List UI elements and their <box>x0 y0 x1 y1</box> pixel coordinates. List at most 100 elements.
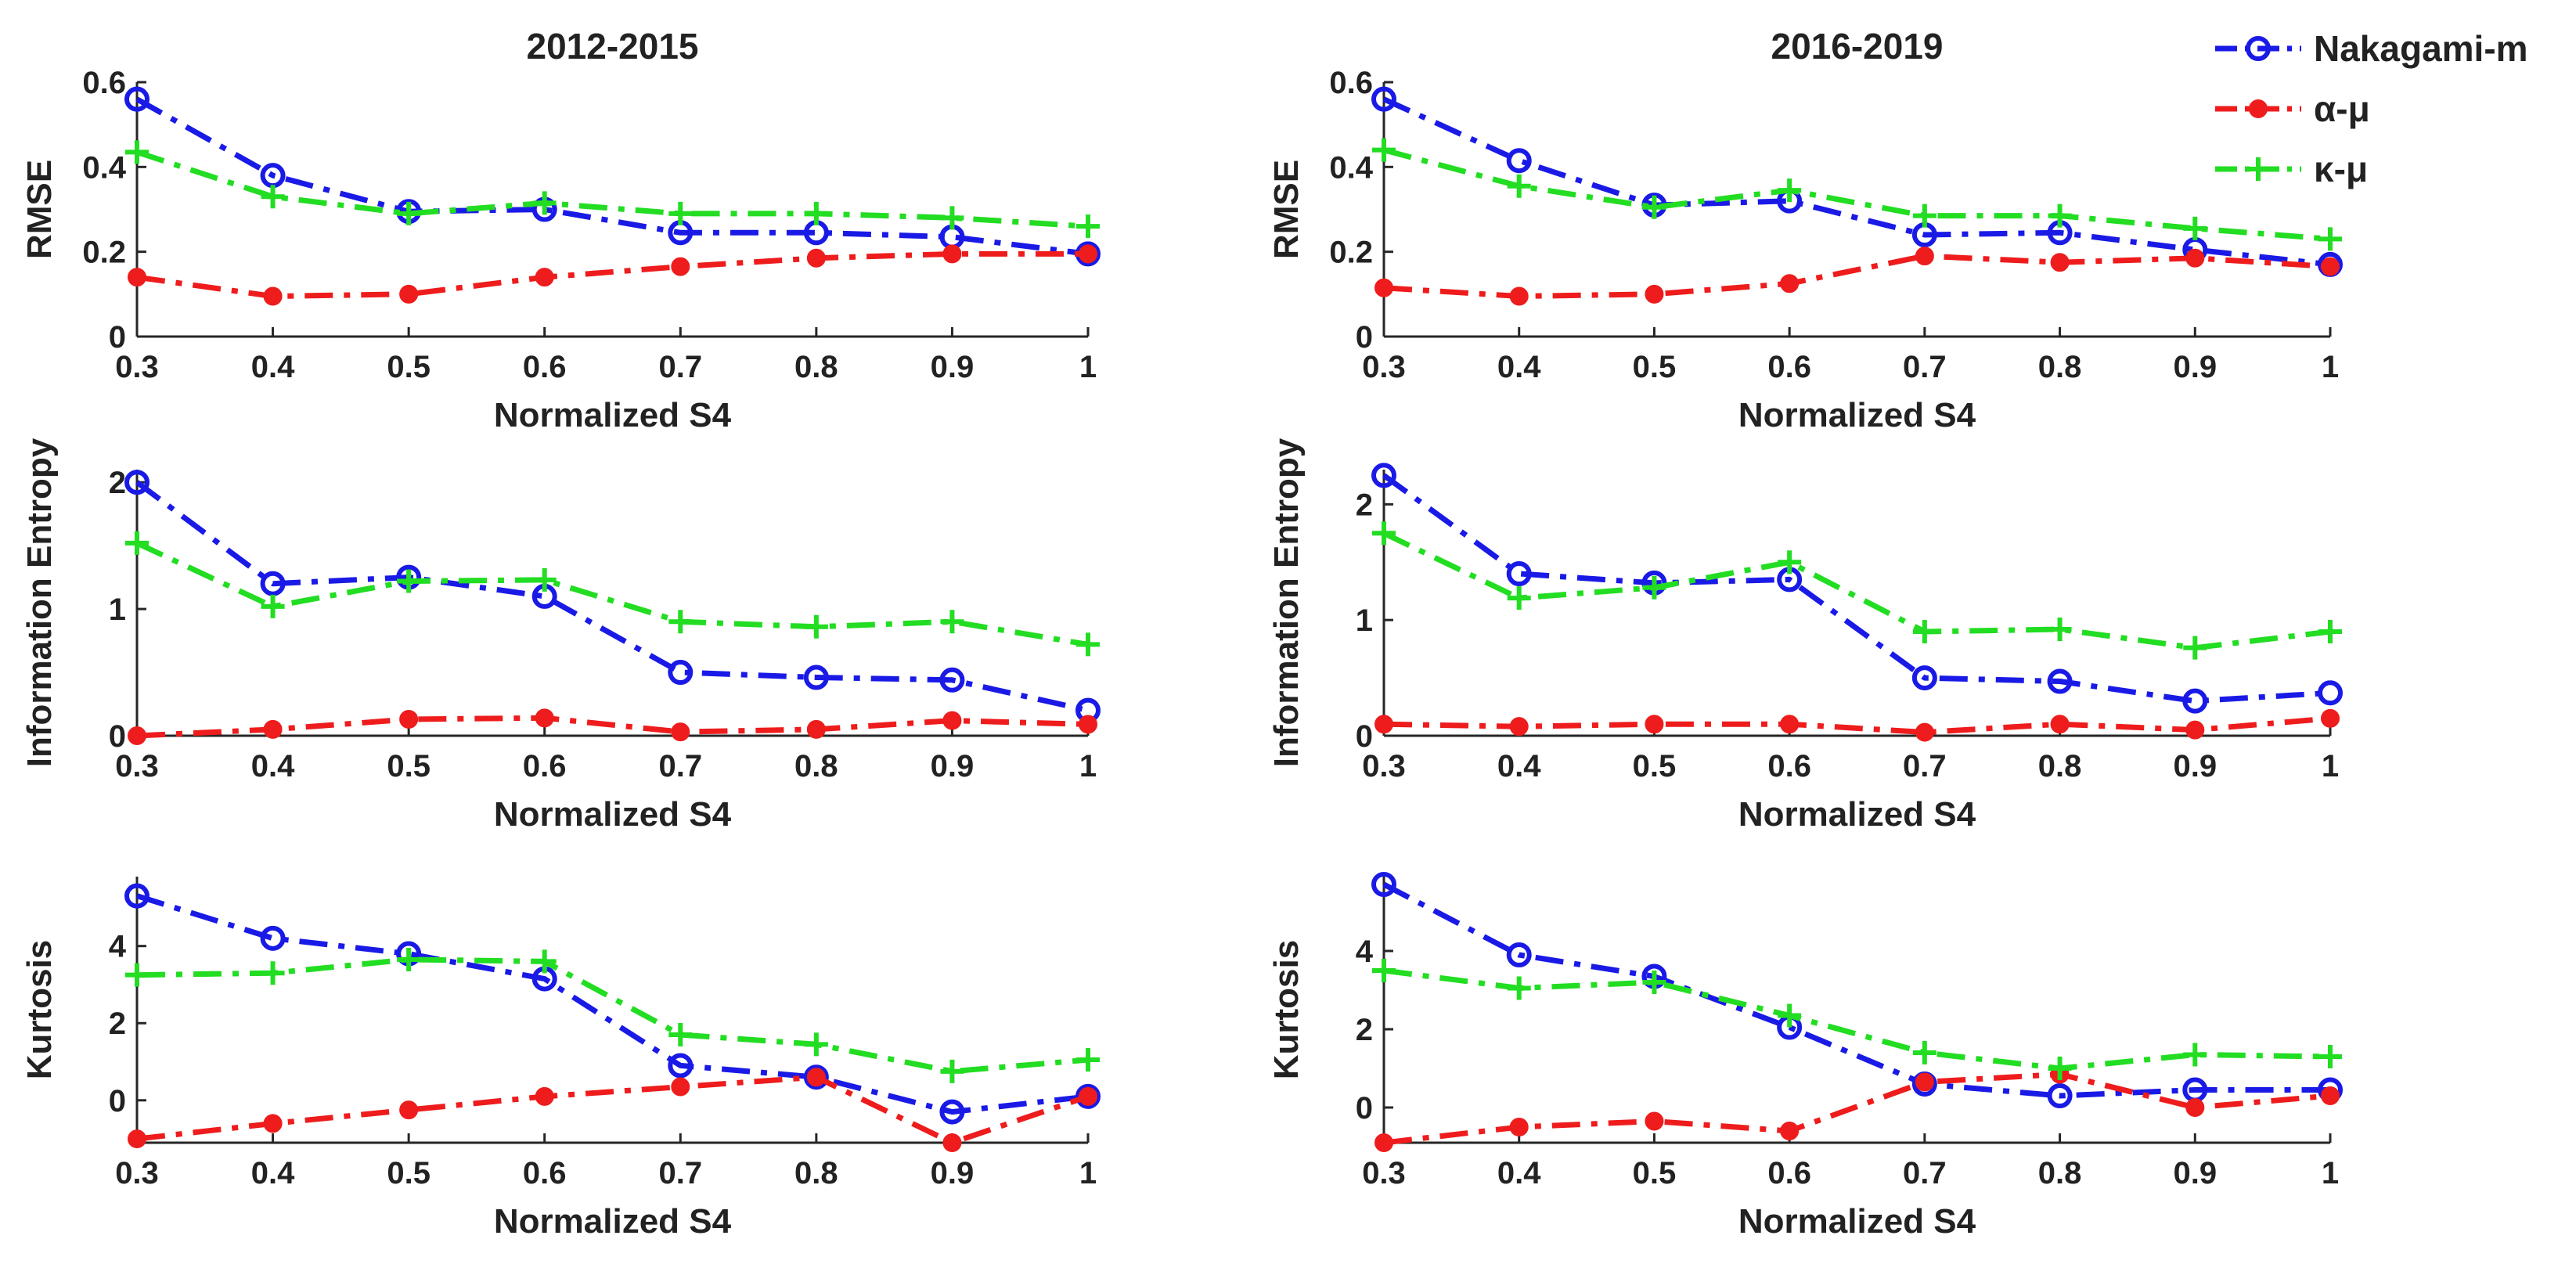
data-point-nakagami-m <box>1371 86 1396 112</box>
data-point-nakagami-m <box>1506 148 1532 174</box>
y-tick-label: 0.2 <box>1329 236 1373 270</box>
subplot-4: 0.3 0.4 0.5 0.6 0.7 0.8 0.9 1 0 1 2 Normalized S4 In… <box>1267 438 2343 834</box>
data-point-kappa-mu <box>2318 1045 2342 1068</box>
x-tick-label: 0.5 <box>1633 749 1677 783</box>
x-tick-label: 0.3 <box>115 350 159 384</box>
x-axis-title: Normalized S4 <box>494 795 732 834</box>
x-tick-label: 0.4 <box>251 1156 295 1190</box>
data-point-alpha-mu <box>942 244 962 264</box>
data-point-kappa-mu <box>940 1059 964 1083</box>
x-tick-label: 0.5 <box>387 350 431 384</box>
series-kappa-mu <box>1372 138 2342 251</box>
x-tick-label: 0.5 <box>1633 350 1677 384</box>
data-point-alpha-mu <box>2185 248 2205 268</box>
data-point-kappa-mu <box>1372 521 1396 546</box>
legend-marker <box>2246 36 2271 61</box>
data-point-kappa-mu <box>804 614 828 639</box>
series-kappa-mu <box>125 140 1100 239</box>
y-tick-label: 0 <box>109 1084 126 1118</box>
y-tick-label: 4 <box>109 930 127 964</box>
data-point-kappa-mu <box>1642 971 1666 994</box>
series-line-alpha-mu <box>1383 715 2331 736</box>
data-point-nakagami-m <box>2047 668 2073 694</box>
subplot-grid: 0.3 0.4 0.5 0.6 0.7 0.8 0.9 1 0 0.2 0.4 0.6 Normaliz… <box>20 26 2343 1241</box>
x-tick-label: 0.7 <box>658 1156 702 1190</box>
series-alpha-mu <box>128 244 1097 306</box>
series-line-alpha-mu <box>1383 253 2331 299</box>
x-tick-label: 0.9 <box>2173 749 2217 783</box>
subplot-1: 0.3 0.4 0.5 0.6 0.7 0.8 0.9 1 0 0.2 0.4 0.6 Normaliz… <box>20 26 1101 434</box>
data-point-nakagami-m <box>1371 463 1396 488</box>
data-point-nakagami-m <box>2318 680 2343 706</box>
data-point-nakagami-m <box>1075 1083 1101 1109</box>
series-line-nakagami-m <box>1382 881 2330 1099</box>
data-point-kappa-mu <box>2183 216 2207 240</box>
data-point-alpha-mu <box>399 709 419 729</box>
panel-title: 2016-2019 <box>1771 26 1944 67</box>
data-point-kappa-mu <box>125 963 149 987</box>
x-axis-title: Normalized S4 <box>494 396 732 434</box>
data-point-kappa-mu <box>532 191 557 215</box>
x-tick-label: 0.9 <box>2173 350 2217 384</box>
data-point-alpha-mu <box>671 722 690 742</box>
y-tick-label: 4 <box>1356 935 1374 969</box>
series-line-nakagami-m <box>135 480 1089 714</box>
x-tick-label: 0.4 <box>251 350 295 384</box>
x-tick-label: 0.3 <box>1362 749 1406 783</box>
data-point-alpha-mu <box>806 1068 826 1087</box>
data-point-alpha-mu <box>399 1100 419 1120</box>
series-line-kappa-mu <box>1383 147 2331 242</box>
x-axis-title: Normalized S4 <box>494 1202 732 1241</box>
y-tick-label: 0.2 <box>82 236 126 270</box>
data-point-nakagami-m <box>668 660 694 686</box>
data-point-nakagami-m <box>803 665 829 690</box>
x-tick-label: 1 <box>1079 350 1097 384</box>
subplot-3: 0.3 0.4 0.5 0.6 0.7 0.8 0.9 1 0 1 2 Normalized S4 In… <box>20 438 1101 834</box>
data-point-alpha-mu <box>1915 247 1934 266</box>
data-point-kappa-mu <box>532 949 557 974</box>
x-tick-label: 0.6 <box>1767 749 1811 783</box>
y-tick-label: 2 <box>1356 488 1373 522</box>
x-tick-label: 0.9 <box>931 749 975 783</box>
series-kappa-mu <box>1372 959 2342 1080</box>
x-tick-label: 0.7 <box>658 350 702 384</box>
data-point-nakagami-m <box>124 470 150 495</box>
y-tick-label: 0.6 <box>82 66 126 100</box>
x-tick-label: 0.7 <box>1903 749 1947 783</box>
x-tick-label: 0.6 <box>523 749 567 783</box>
data-point-kappa-mu <box>1778 178 1802 203</box>
y-tick-label: 0 <box>109 320 126 355</box>
x-tick-label: 0.9 <box>931 350 975 384</box>
series-line-kappa-mu <box>1383 967 2331 1072</box>
x-tick-label: 0.7 <box>1903 350 1947 384</box>
data-point-kappa-mu <box>2048 618 2072 641</box>
data-point-alpha-mu <box>2050 715 2070 734</box>
series-alpha-mu <box>128 708 1097 745</box>
x-tick-label: 0.7 <box>658 749 702 783</box>
data-point-kappa-mu <box>1372 138 1396 162</box>
data-point-alpha-mu <box>1374 278 1393 297</box>
data-point-kappa-mu <box>532 567 557 592</box>
data-point-kappa-mu <box>1778 550 1802 574</box>
data-point-kappa-mu <box>1642 195 1666 219</box>
y-axis-title: Kurtosis <box>1267 940 1306 1079</box>
data-point-kappa-mu <box>1507 976 1531 1000</box>
y-tick-label: 1 <box>109 592 126 627</box>
data-point-alpha-mu <box>1374 715 1393 734</box>
series-line-alpha-mu <box>136 715 1089 739</box>
x-tick-label: 1 <box>1079 749 1097 783</box>
legend-marker <box>2246 157 2270 181</box>
data-point-kappa-mu <box>1912 203 1937 228</box>
data-point-kappa-mu <box>397 947 421 971</box>
data-point-kappa-mu <box>261 961 285 985</box>
x-tick-label: 1 <box>2322 350 2339 384</box>
series-kappa-mu <box>125 947 1100 1083</box>
series-line-nakagami-m <box>1382 96 2331 268</box>
y-tick-label: 2 <box>109 1007 126 1041</box>
x-tick-label: 0.4 <box>1497 350 1541 384</box>
x-tick-label: 0.8 <box>794 350 838 384</box>
x-tick-label: 0.9 <box>2173 1156 2217 1190</box>
data-point-alpha-mu <box>535 268 554 287</box>
x-tick-label: 1 <box>2322 749 2339 783</box>
data-point-alpha-mu <box>1780 715 1800 734</box>
